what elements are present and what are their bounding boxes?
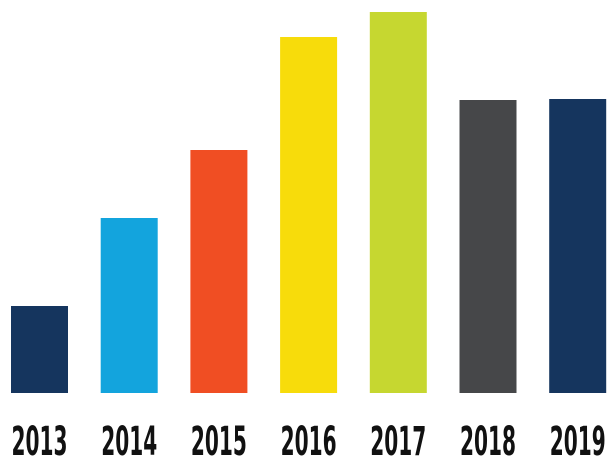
x-tick-label-2016: 2016: [281, 419, 337, 462]
x-tick-label-2014: 2014: [101, 419, 157, 462]
bar-2014: [100, 218, 158, 393]
x-tick-label-2018: 2018: [460, 419, 516, 462]
bar-2018: [459, 100, 517, 393]
bar-2015: [190, 150, 248, 393]
bars-group: [11, 12, 607, 393]
bar-2017: [369, 12, 427, 393]
bar-2013: [11, 306, 68, 393]
x-axis-tick-labels: 2013 2014 2015 2016 2017 2018 2019: [12, 419, 606, 462]
x-tick-label-2019: 2019: [550, 419, 606, 462]
x-tick-label-2015: 2015: [191, 419, 247, 462]
x-tick-label-2017: 2017: [370, 419, 426, 462]
x-tick-label-2013: 2013: [12, 419, 68, 462]
bar-2016: [280, 37, 338, 393]
bar-2019: [549, 99, 607, 393]
